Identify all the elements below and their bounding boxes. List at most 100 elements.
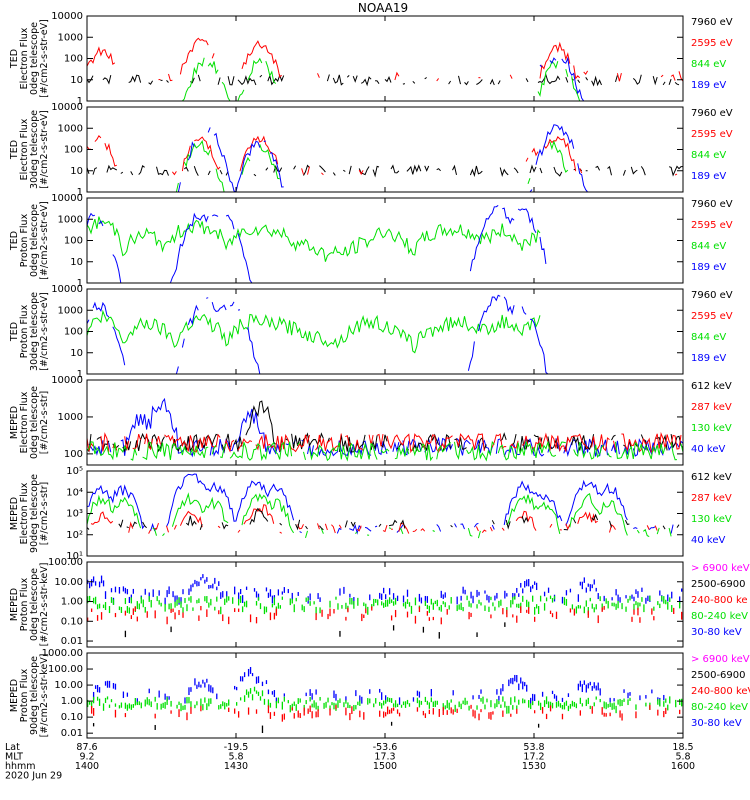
point xyxy=(504,701,506,708)
point xyxy=(347,607,349,613)
point xyxy=(94,596,97,605)
point xyxy=(333,609,335,614)
point xyxy=(315,702,317,710)
point xyxy=(327,697,329,703)
y-tick-label: 0.01 xyxy=(61,728,83,739)
point xyxy=(170,700,172,707)
point xyxy=(496,699,498,708)
point xyxy=(371,604,373,609)
point xyxy=(567,693,570,697)
point xyxy=(166,696,168,705)
point xyxy=(639,602,641,607)
point xyxy=(555,701,558,708)
point xyxy=(450,597,452,604)
point xyxy=(526,609,528,613)
point xyxy=(430,697,432,703)
point xyxy=(168,696,170,700)
point xyxy=(130,597,133,604)
point xyxy=(539,702,542,711)
point xyxy=(206,577,208,582)
point xyxy=(94,685,97,689)
point xyxy=(214,577,216,584)
point xyxy=(681,698,683,707)
point xyxy=(96,696,99,701)
point xyxy=(104,602,107,611)
point xyxy=(170,609,172,613)
y-label-line: TED xyxy=(9,231,20,251)
point xyxy=(516,615,518,623)
point xyxy=(200,605,202,611)
y-tick-label: 1.00 xyxy=(61,696,83,707)
point xyxy=(283,693,285,697)
y-label-line: MEPED xyxy=(9,497,20,530)
legend-entry: 2500-6900 xyxy=(691,670,746,681)
point xyxy=(251,673,254,677)
point xyxy=(679,698,681,705)
point xyxy=(478,591,480,596)
point xyxy=(245,586,248,590)
point xyxy=(667,704,669,711)
series-black xyxy=(124,622,506,639)
point xyxy=(484,704,486,710)
point xyxy=(156,596,158,602)
point xyxy=(637,602,639,610)
point xyxy=(488,606,490,612)
y-label-line: [#/cm2-s-str-eV] xyxy=(39,110,50,189)
point xyxy=(180,703,182,712)
point xyxy=(530,586,532,593)
point xyxy=(452,709,454,715)
point xyxy=(547,701,550,708)
point xyxy=(182,589,184,595)
point xyxy=(196,701,198,706)
point xyxy=(581,703,583,707)
point xyxy=(357,701,359,706)
point xyxy=(160,602,162,607)
point xyxy=(90,579,93,587)
point xyxy=(214,606,216,611)
legend-entry: 844 eV xyxy=(691,59,726,70)
point xyxy=(224,702,226,710)
y-tick-label: 1 xyxy=(77,369,83,380)
point xyxy=(239,697,242,701)
point xyxy=(385,695,387,704)
point xyxy=(500,688,502,695)
point xyxy=(249,667,252,674)
point xyxy=(635,601,637,606)
series-blue xyxy=(87,204,681,283)
y-tick-label: 100 xyxy=(64,54,83,65)
point xyxy=(414,615,417,624)
point xyxy=(530,703,532,710)
point xyxy=(194,704,196,709)
point xyxy=(305,692,307,697)
panel-frame xyxy=(86,15,684,102)
point xyxy=(645,702,647,707)
y-label-line: TED xyxy=(9,140,20,160)
point xyxy=(585,600,587,607)
point xyxy=(524,682,526,687)
point xyxy=(530,697,532,704)
point xyxy=(190,584,192,592)
panel-6: 10¹ 10² 10³ 10⁴ 10⁵ MEPEDElectron Flux90deg t… xyxy=(9,466,732,562)
point xyxy=(267,592,270,598)
point xyxy=(480,689,482,694)
point xyxy=(635,589,637,595)
point xyxy=(466,700,468,705)
point xyxy=(621,713,623,721)
point xyxy=(108,680,111,688)
point xyxy=(470,603,472,608)
point xyxy=(426,611,429,616)
point xyxy=(92,576,95,583)
point xyxy=(114,586,117,593)
point xyxy=(601,707,603,715)
point xyxy=(359,710,361,718)
point xyxy=(289,598,291,606)
point xyxy=(591,706,593,714)
point xyxy=(365,608,367,614)
point xyxy=(597,682,599,691)
point xyxy=(218,610,220,615)
point xyxy=(170,710,172,714)
point xyxy=(456,708,458,713)
point xyxy=(528,579,530,587)
point xyxy=(518,603,520,609)
point xyxy=(665,698,667,703)
